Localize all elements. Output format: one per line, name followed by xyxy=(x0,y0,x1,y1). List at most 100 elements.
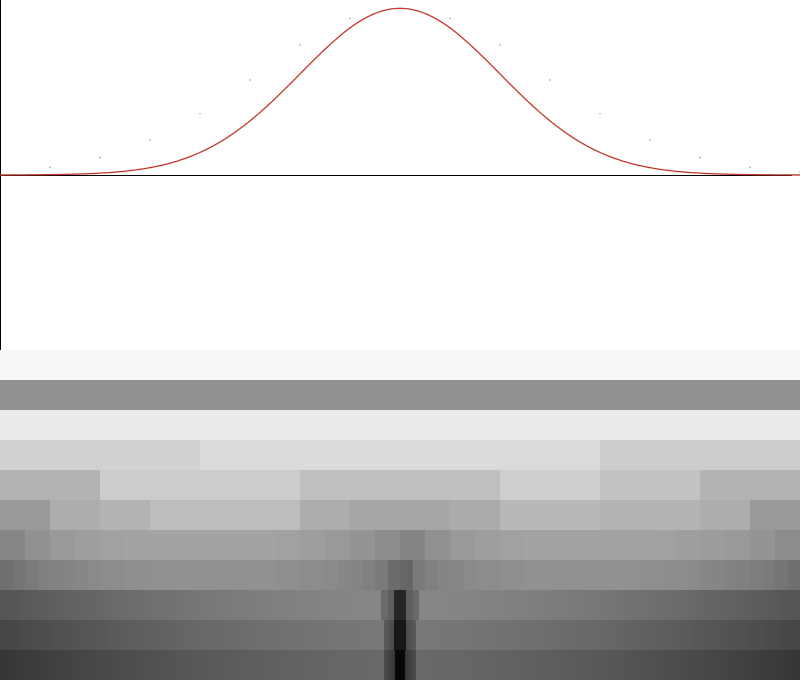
heatmap-cell xyxy=(150,530,176,560)
data-point xyxy=(0,171,1,173)
heatmap-cell xyxy=(668,650,671,680)
heatmap-cell xyxy=(96,650,100,680)
heatmap-cell xyxy=(354,650,357,680)
heatmap-cell xyxy=(229,650,232,680)
data-point xyxy=(149,139,151,141)
heatmap-cell xyxy=(17,650,20,680)
heatmap-cell xyxy=(718,650,721,680)
heatmap-cell xyxy=(726,650,729,680)
heatmap-row xyxy=(0,470,800,500)
heatmap-cell xyxy=(148,650,151,680)
heatmap-cell xyxy=(765,620,770,650)
heatmap-cell xyxy=(25,590,32,620)
heatmap-cell xyxy=(725,560,739,590)
heatmap-cell xyxy=(175,530,201,560)
heatmap-cell xyxy=(256,620,260,650)
heatmap-cell xyxy=(326,650,329,680)
heatmap-cell xyxy=(487,650,490,680)
heatmap-cell xyxy=(637,650,640,680)
heatmap-cell xyxy=(748,650,751,680)
heatmap-cell xyxy=(350,650,353,680)
heatmap-cell xyxy=(181,650,184,680)
heatmap-cell xyxy=(475,590,482,620)
heatmap-cell xyxy=(531,650,534,680)
heatmap-cell xyxy=(600,650,603,680)
heatmap-cell xyxy=(271,650,275,680)
heatmap-cell xyxy=(750,650,753,680)
heatmap-cell xyxy=(656,590,664,620)
heatmap-cell xyxy=(120,650,123,680)
line-chart xyxy=(0,0,800,350)
heatmap-cell xyxy=(1,650,4,680)
heatmap-cell xyxy=(687,560,701,590)
heatmap-cell xyxy=(731,590,739,620)
heatmap-cell xyxy=(487,560,501,590)
heatmap-cell xyxy=(562,590,570,620)
heatmap-cell xyxy=(467,650,470,680)
heatmap-cell xyxy=(720,650,723,680)
heatmap-cell xyxy=(514,650,517,680)
heatmap-cell xyxy=(437,590,445,620)
heatmap-cell xyxy=(15,620,20,650)
heatmap-cell xyxy=(550,650,553,680)
heatmap-cell xyxy=(312,650,315,680)
heatmap-cell xyxy=(506,650,509,680)
heatmap-cell xyxy=(200,620,204,650)
heatmap-cell xyxy=(378,650,381,680)
heatmap-cell xyxy=(428,620,432,650)
heatmap-cell xyxy=(276,650,279,680)
heatmap-cell xyxy=(426,650,429,680)
heatmap-cell xyxy=(321,620,326,650)
heatmap-cell xyxy=(618,590,626,620)
heatmap-cell xyxy=(321,650,325,680)
heatmap-cell xyxy=(696,620,701,650)
heatmap-cell xyxy=(165,620,170,650)
heatmap-cell xyxy=(390,620,395,650)
heatmap-cell xyxy=(653,620,657,650)
heatmap-cell xyxy=(600,440,800,470)
heatmap-cell xyxy=(98,650,101,680)
heatmap-cell xyxy=(770,650,773,680)
heatmap-cell xyxy=(673,650,676,680)
heatmap-cell xyxy=(400,590,407,620)
heatmap-cell xyxy=(0,530,26,560)
heatmap-cell xyxy=(378,620,382,650)
heatmap-cell xyxy=(398,650,401,680)
data-point xyxy=(549,79,551,81)
heatmap-cell xyxy=(250,560,264,590)
heatmap-cell xyxy=(34,620,39,650)
heatmap-cell xyxy=(654,650,657,680)
heatmap-cell xyxy=(498,650,501,680)
heatmap-cell xyxy=(526,650,529,680)
heatmap-cell xyxy=(676,650,679,680)
heatmap-cell xyxy=(428,650,431,680)
heatmap-cell xyxy=(568,620,573,650)
heatmap-cell xyxy=(350,590,357,620)
heatmap-cell xyxy=(173,650,176,680)
heatmap-cell xyxy=(512,620,517,650)
heatmap-cell xyxy=(6,650,9,680)
heatmap-cell xyxy=(528,620,532,650)
heatmap-cell xyxy=(587,650,590,680)
heatmap-cell xyxy=(500,560,514,590)
heatmap-cell xyxy=(68,650,71,680)
heatmap-cell xyxy=(771,620,776,650)
heatmap-cell xyxy=(750,500,800,530)
heatmap-cell xyxy=(71,620,76,650)
heatmap-cell xyxy=(523,650,526,680)
heatmap-cell xyxy=(471,650,475,680)
heatmap-cell xyxy=(456,650,459,680)
heatmap-cell xyxy=(300,560,314,590)
heatmap-cell xyxy=(246,620,251,650)
heatmap-cell xyxy=(325,590,332,620)
heatmap-cell xyxy=(151,650,154,680)
heatmap-cell xyxy=(48,650,51,680)
heatmap-cell xyxy=(668,590,676,620)
heatmap-cell xyxy=(756,590,764,620)
heatmap-cell xyxy=(325,530,351,560)
heatmap-cell xyxy=(153,620,157,650)
heatmap-cell xyxy=(651,650,654,680)
heatmap-cell xyxy=(187,560,201,590)
heatmap-cell xyxy=(0,350,800,380)
heatmap-cell xyxy=(559,620,564,650)
